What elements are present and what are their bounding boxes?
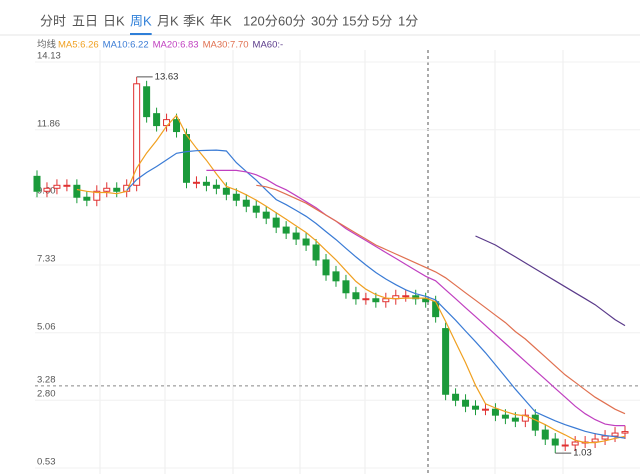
candle-body	[43, 187, 51, 192]
candle-body	[362, 298, 370, 301]
candle-body	[33, 175, 41, 192]
y-tick-label: 5.06	[37, 321, 56, 332]
candle-body	[103, 187, 111, 192]
candle-body	[53, 184, 61, 189]
ma-line	[475, 235, 626, 327]
candle-body	[232, 193, 240, 201]
candle-body	[481, 408, 489, 411]
candle-body	[63, 184, 71, 187]
candle-body	[222, 187, 230, 195]
tab[interactable]: 五日	[72, 13, 98, 28]
price-label: 3.28	[37, 374, 56, 385]
candle-body	[501, 414, 509, 419]
candle-body	[73, 184, 81, 198]
candle-body	[192, 181, 200, 184]
candle-body	[541, 429, 549, 440]
candle-body	[262, 211, 270, 219]
candle-body	[591, 438, 599, 443]
candle-body	[531, 414, 539, 431]
tab[interactable]: 季K	[183, 13, 205, 28]
candle-body	[551, 438, 559, 446]
candle-body	[402, 295, 410, 298]
candle-body	[462, 399, 470, 407]
legend-entry: MA10:6.22	[103, 40, 149, 51]
ma-line	[256, 184, 626, 415]
candle-body	[561, 444, 569, 447]
candle-body	[432, 301, 440, 318]
candle-body	[133, 83, 141, 186]
ma-line	[126, 149, 626, 439]
candle-body	[322, 259, 330, 276]
candle-body	[382, 298, 390, 303]
tab[interactable]: 月K	[157, 13, 179, 28]
candle-body	[312, 244, 320, 261]
legend-entry: MA30:7.70	[203, 40, 249, 51]
candle-body	[412, 295, 420, 300]
y-tick-label: 7.33	[37, 254, 56, 265]
candle-body	[173, 119, 181, 133]
tab[interactable]: 30分	[311, 13, 338, 28]
candle-body	[292, 232, 300, 240]
y-tick-label: 11.86	[37, 118, 60, 129]
candle-body	[93, 190, 101, 201]
candle-body	[621, 431, 629, 434]
candle-body	[422, 298, 430, 303]
ma-line	[206, 169, 625, 427]
tab[interactable]: 60分	[278, 13, 305, 28]
candle-body	[332, 271, 340, 282]
tab[interactable]: 年K	[210, 13, 232, 28]
candle-body	[202, 181, 210, 186]
tab[interactable]: 分时	[40, 13, 66, 28]
candle-body	[601, 435, 609, 440]
candle-body	[302, 238, 310, 246]
candle-body	[491, 408, 499, 416]
y-tick-label: 2.80	[37, 389, 56, 400]
max-label: 13.63	[155, 71, 179, 82]
tab[interactable]: 15分	[342, 13, 369, 28]
tab[interactable]: 5分	[372, 13, 392, 28]
y-tick-label: 0.53	[37, 457, 56, 468]
candle-body	[571, 441, 579, 446]
legend-entry: MA20:6.83	[153, 40, 199, 51]
candle-body	[182, 134, 190, 183]
candle-body	[272, 217, 280, 228]
ma-line	[76, 114, 626, 444]
candle-body	[143, 86, 151, 118]
candle-body	[252, 205, 260, 213]
tab[interactable]: 120分	[243, 13, 278, 28]
legend-title: 均线	[37, 39, 57, 51]
candle-body	[113, 187, 121, 192]
candle-body	[452, 393, 460, 401]
candle-body	[611, 432, 619, 437]
legend-entry: MA60:-	[253, 40, 284, 51]
tab[interactable]: 1分	[398, 13, 418, 28]
candle-body	[282, 226, 290, 234]
candle-body	[442, 328, 450, 395]
y-tick-label: 14.13	[37, 51, 61, 62]
candle-body	[83, 196, 91, 201]
candle-body	[511, 417, 519, 422]
candle-body	[242, 199, 250, 207]
legend-entry: MA5:6.26	[58, 40, 99, 51]
tab[interactable]: 日K	[103, 13, 125, 28]
candle-body	[352, 292, 360, 300]
candle-body	[521, 414, 529, 422]
tab[interactable]: 周K	[130, 13, 152, 28]
min-label: 1.03	[573, 448, 592, 459]
candle-body	[472, 405, 480, 410]
candle-body	[212, 184, 220, 189]
candle-body	[153, 113, 161, 127]
candle-body	[372, 298, 380, 303]
candle-body	[342, 280, 350, 294]
